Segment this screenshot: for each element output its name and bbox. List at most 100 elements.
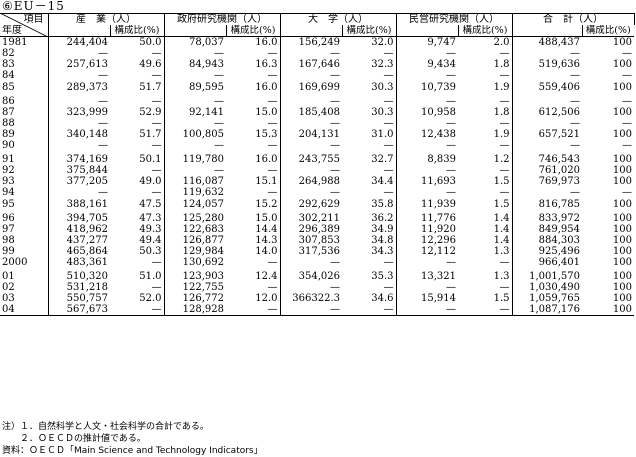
note-line: 注）１．自然科学と人文・社会科学の合計である。: [2, 422, 209, 432]
count-cell: —: [330, 165, 340, 177]
count-cell: 323,999: [66, 106, 108, 118]
ratio-header: 構成比(%): [457, 25, 513, 38]
ratio-cell: 2.0: [458, 36, 513, 49]
count-cell: 122,683: [182, 223, 224, 235]
count-cell: —: [570, 95, 580, 107]
private-institute-header: 民営研究機関（人）: [396, 13, 513, 26]
count-cell: —: [446, 95, 456, 107]
ratio-cell: —: [110, 187, 165, 199]
count-cell: 129,984: [182, 245, 224, 257]
count-cell: 10,958: [421, 106, 456, 118]
year-cell: 02: [0, 282, 49, 294]
year-cell: 82: [0, 48, 49, 60]
year-cell: 03: [0, 293, 49, 305]
ratio-cell: 34.3: [342, 245, 397, 257]
count-cell: 488,437: [538, 37, 580, 49]
count-cell: 884,303: [538, 234, 580, 246]
count-cell: —: [214, 70, 224, 82]
count-cell: —: [98, 140, 108, 152]
ratio-cell: —: [622, 140, 632, 152]
ratio-cell: 35.8: [342, 198, 397, 210]
ratio-cell: 1.8: [458, 59, 513, 71]
ratio-cell: —: [458, 48, 513, 60]
count-cell: —: [570, 187, 580, 199]
ratio-cell: —: [622, 117, 632, 129]
count-cell: 1,001,570: [529, 271, 580, 283]
year-cell: 2000: [0, 256, 49, 269]
ratio-cell: 50.1: [110, 154, 165, 166]
count-cell: 78,037: [189, 37, 224, 49]
count-cell: 11,693: [421, 176, 456, 188]
count-cell: 550,757: [66, 293, 108, 305]
ratio-cell: 15.2: [226, 198, 281, 210]
table-row: 93 377,205 49.0 116,087 15.1 264,988 34.4 11,69…: [0, 176, 634, 188]
year-cell: 94: [0, 187, 49, 199]
ratio-cell: —: [110, 70, 165, 82]
count-cell: 119,780: [182, 154, 224, 166]
year-cell: 89: [0, 128, 49, 141]
ratio-cell: —: [622, 70, 632, 82]
ratio-cell: 1.4: [458, 234, 513, 246]
year-cell: 93: [0, 176, 49, 188]
count-cell: 437,277: [66, 234, 108, 246]
count-cell: 123,903: [182, 271, 224, 283]
ratio-cell: —: [110, 256, 165, 269]
count-cell: —: [98, 48, 108, 60]
count-cell: —: [570, 140, 580, 152]
table-row: 01 510,320 51.0 123,903 12.4 354,026 35.3 13,32…: [0, 271, 634, 283]
table-row: 03 550,757 52.0 126,772 12.0 366322.3 34.6 15,9…: [0, 293, 634, 305]
year-cell: 99: [0, 245, 49, 257]
count-cell: 388,161: [66, 198, 108, 210]
ratio-cell: —: [226, 48, 281, 60]
ratio-header: 構成比(%): [109, 25, 165, 38]
year-cell: 98: [0, 234, 49, 246]
ratio-cell: 15.1: [226, 176, 281, 188]
table-row: 90— — — — — — — — — —: [0, 140, 634, 152]
count-cell: —: [446, 165, 456, 177]
ratio-cell: —: [110, 48, 165, 60]
ratio-cell: —: [458, 95, 513, 107]
ratio-cell: —: [622, 95, 632, 107]
year-cell: 92: [0, 165, 49, 177]
source-line: 資料：ＯＥＣＤ「Main Science and Technology Indi…: [2, 446, 263, 456]
count-cell: 483,361: [66, 256, 108, 268]
table-caption: ⑥EU－15: [2, 0, 65, 13]
count-cell: 119,632: [182, 187, 224, 199]
ratio-cell: —: [226, 70, 281, 82]
table-row: 86— — — — — — — — — —: [0, 95, 634, 107]
count-cell: 126,772: [182, 293, 224, 305]
count-cell: 296,389: [298, 223, 340, 235]
count-cell: —: [446, 140, 456, 152]
year-cell: 87: [0, 106, 49, 118]
ratio-cell: —: [342, 70, 397, 82]
count-cell: —: [330, 187, 340, 199]
ratio-cell: —: [226, 187, 281, 199]
ratio-cell: —: [458, 165, 513, 177]
count-cell: —: [330, 95, 340, 107]
count-cell: 375,844: [66, 165, 108, 177]
ratio-cell: 1.9: [458, 81, 513, 93]
table-row: 1981 244,404 50.0 78,037 16.0 156,249 32.0 9,74…: [0, 36, 634, 49]
year-cell: 91: [0, 154, 49, 166]
ratio-cell: 32.0: [342, 36, 397, 49]
count-cell: 11,939: [421, 198, 456, 210]
ratio-cell: —: [226, 282, 281, 294]
ratio-cell: 49.6: [110, 59, 165, 71]
count-cell: 257,613: [66, 59, 108, 71]
count-cell: 126,877: [182, 234, 224, 246]
ratio-cell: 100: [612, 128, 632, 140]
count-cell: 12,296: [421, 234, 456, 246]
year-cell: 83: [0, 59, 49, 71]
ratio-cell: 100: [612, 256, 632, 268]
table-row: 96 394,705 47.3 125,280 15.0 302,211 36.2 11,77…: [0, 212, 634, 224]
item-header: 項目: [0, 13, 49, 26]
ratio-cell: 1.5: [458, 198, 513, 210]
ratio-cell: 1.2: [458, 154, 513, 166]
count-cell: 116,087: [182, 176, 224, 188]
ratio-cell: 12.4: [226, 271, 281, 283]
count-cell: 519,636: [538, 59, 580, 71]
ratio-cell: 51.7: [110, 81, 165, 93]
year-cell: 1981: [0, 36, 49, 49]
ratio-cell: 34.4: [342, 176, 397, 188]
year-cell: 96: [0, 212, 49, 224]
